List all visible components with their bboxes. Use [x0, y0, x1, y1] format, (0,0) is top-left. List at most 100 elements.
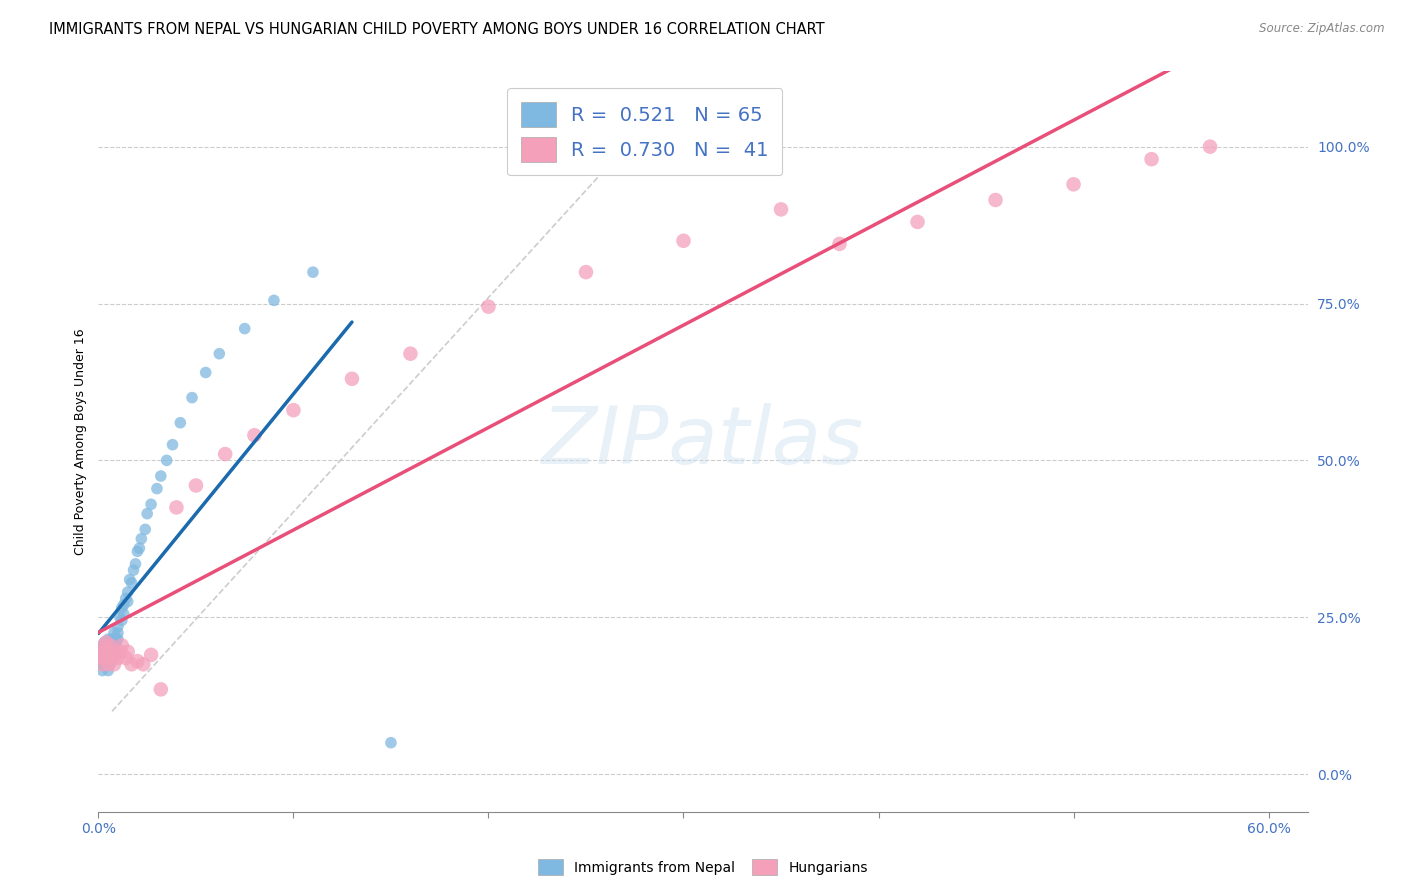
Point — [104, 645, 127, 659]
Point — [91, 651, 114, 665]
Text: IMMIGRANTS FROM NEPAL VS HUNGARIAN CHILD POVERTY AMONG BOYS UNDER 16 CORRELATION: IMMIGRANTS FROM NEPAL VS HUNGARIAN CHILD… — [49, 22, 825, 37]
Point — [243, 428, 266, 442]
Point — [107, 651, 129, 665]
Point — [112, 607, 135, 621]
Point — [98, 657, 121, 672]
Point — [121, 575, 143, 590]
Point — [149, 469, 172, 483]
Point — [107, 626, 129, 640]
Point — [283, 403, 305, 417]
Point — [97, 657, 120, 672]
Point — [575, 265, 598, 279]
Point — [1199, 139, 1222, 153]
Point — [117, 585, 139, 599]
Point — [101, 632, 124, 647]
Point — [97, 645, 120, 659]
Point — [302, 265, 325, 279]
Point — [103, 626, 125, 640]
Point — [114, 591, 136, 606]
Point — [149, 682, 172, 697]
Point — [89, 651, 111, 665]
Point — [103, 635, 125, 649]
Point — [89, 657, 111, 672]
Point — [194, 366, 217, 380]
Point — [131, 532, 153, 546]
Point — [139, 497, 162, 511]
Point — [117, 594, 139, 608]
Point — [122, 563, 145, 577]
Point — [340, 372, 363, 386]
Legend: Immigrants from Nepal, Hungarians: Immigrants from Nepal, Hungarians — [533, 854, 873, 880]
Point — [98, 639, 121, 653]
Point — [118, 573, 141, 587]
Point — [117, 645, 139, 659]
Point — [89, 641, 111, 656]
Point — [96, 639, 118, 653]
Point — [181, 391, 204, 405]
Point — [93, 657, 115, 672]
Point — [91, 664, 114, 678]
Point — [103, 657, 125, 672]
Point — [128, 541, 150, 556]
Point — [96, 657, 118, 672]
Point — [184, 478, 207, 492]
Point — [124, 557, 146, 571]
Point — [984, 193, 1007, 207]
Point — [101, 651, 124, 665]
Point — [97, 641, 120, 656]
Point — [96, 645, 118, 659]
Point — [907, 215, 929, 229]
Point — [97, 651, 120, 665]
Point — [93, 648, 115, 662]
Point — [97, 632, 120, 647]
Point — [672, 234, 695, 248]
Point — [233, 321, 256, 335]
Point — [114, 651, 136, 665]
Point — [1063, 178, 1085, 192]
Point — [91, 657, 114, 672]
Point — [101, 641, 124, 656]
Point — [139, 648, 162, 662]
Y-axis label: Child Poverty Among Boys Under 16: Child Poverty Among Boys Under 16 — [75, 328, 87, 555]
Point — [111, 639, 134, 653]
Point — [96, 651, 118, 665]
Point — [104, 639, 127, 653]
Point — [146, 482, 169, 496]
Point — [108, 645, 131, 659]
Point — [93, 639, 115, 653]
Point — [97, 664, 120, 678]
Point — [97, 639, 120, 653]
Point — [769, 202, 792, 217]
Point — [98, 645, 121, 659]
Text: Source: ZipAtlas.com: Source: ZipAtlas.com — [1260, 22, 1385, 36]
Point — [162, 438, 184, 452]
Point — [134, 522, 156, 536]
Point — [828, 236, 851, 251]
Point — [111, 613, 134, 627]
Point — [93, 651, 115, 665]
Point — [477, 300, 499, 314]
Point — [1140, 152, 1163, 166]
Point — [107, 632, 129, 647]
Point — [380, 736, 402, 750]
Point — [214, 447, 236, 461]
Point — [96, 651, 118, 665]
Point — [108, 610, 131, 624]
Point — [103, 645, 125, 659]
Point — [98, 648, 121, 662]
Point — [156, 453, 179, 467]
Point — [169, 416, 191, 430]
Point — [208, 347, 231, 361]
Point — [93, 648, 115, 662]
Legend: R =  0.521   N = 65, R =  0.730   N =  41: R = 0.521 N = 65, R = 0.730 N = 41 — [508, 88, 783, 176]
Point — [91, 645, 114, 659]
Point — [121, 657, 143, 672]
Point — [132, 657, 155, 672]
Point — [399, 347, 422, 361]
Point — [101, 651, 124, 665]
Point — [91, 645, 114, 659]
Point — [127, 544, 149, 558]
Point — [263, 293, 285, 308]
Point — [98, 635, 121, 649]
Point — [112, 598, 135, 612]
